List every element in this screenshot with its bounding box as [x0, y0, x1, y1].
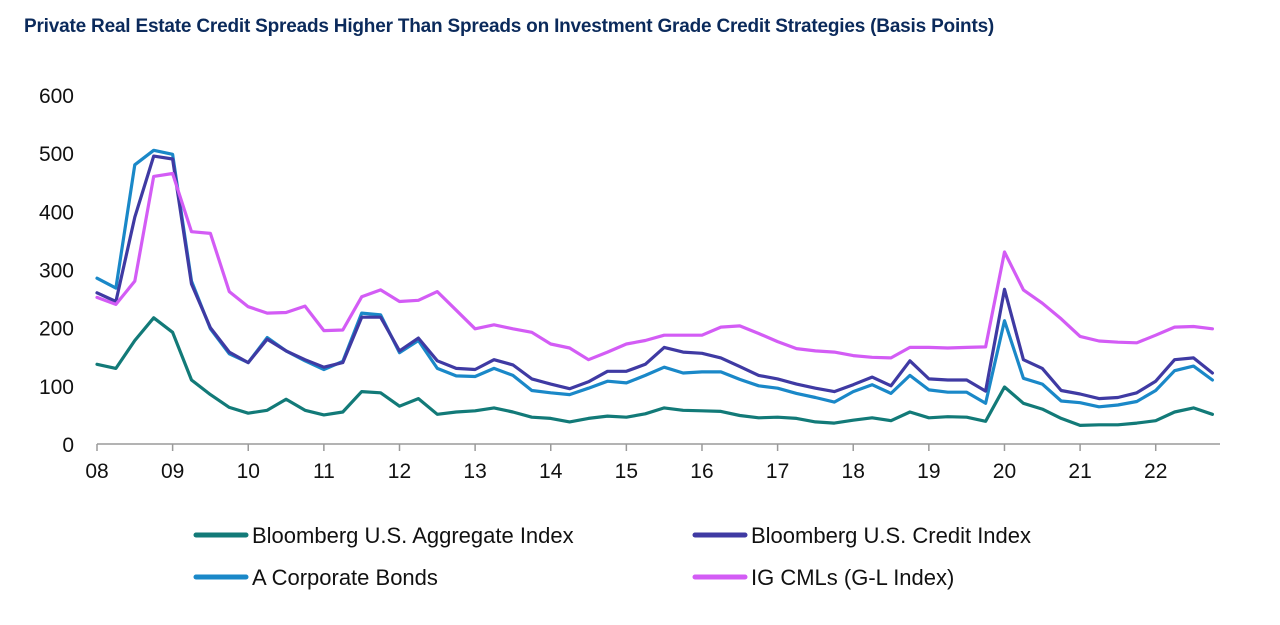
- x-tick-label: 10: [237, 460, 260, 483]
- x-tick-label: 11: [313, 460, 335, 483]
- x-tick-label: 18: [842, 460, 865, 483]
- x-tick-label: 17: [766, 460, 789, 483]
- chart-legend: Bloomberg U.S. Aggregate Index Bloomberg …: [193, 523, 1031, 590]
- x-tick-label: 08: [85, 460, 108, 483]
- legend-label: Bloomberg U.S. Credit Index: [751, 523, 1031, 548]
- series-line-ig-cmls-g-l-index: [95, 171, 1215, 362]
- x-tick-label: 19: [917, 460, 940, 483]
- x-tick-label: 16: [690, 460, 713, 483]
- series-line-bloomberg-u-s-credit-index: [95, 154, 1215, 401]
- x-tick-label: 14: [539, 460, 563, 483]
- x-tick-label: 21: [1068, 460, 1091, 483]
- y-tick-label: 0: [62, 434, 74, 457]
- x-tick-label: 09: [161, 460, 184, 483]
- y-tick-label: 200: [39, 318, 74, 341]
- x-tick-label: 22: [1144, 460, 1167, 483]
- y-tick-label: 500: [39, 143, 74, 166]
- y-tick-label: 400: [39, 201, 74, 224]
- chart-series-group: [95, 148, 1215, 427]
- chart-axes: 0 100 200 300 400 500 600 08 09 10 11 12 13 14 15 16 17 1…: [39, 85, 1220, 483]
- x-tick-label: 15: [615, 460, 638, 483]
- legend-label: A Corporate Bonds: [252, 565, 438, 590]
- x-tick-label: 20: [993, 460, 1016, 483]
- y-tick-label: 300: [39, 260, 74, 283]
- y-tick-label: 600: [39, 85, 74, 108]
- x-tick-label: 12: [388, 460, 411, 483]
- x-tick-label: 13: [463, 460, 486, 483]
- y-tick-label: 100: [39, 376, 74, 399]
- series-line-a-corporate-bonds: [95, 148, 1215, 409]
- series-line-bloomberg-u-s-aggregate-index: [95, 316, 1215, 427]
- legend-label: IG CMLs (G-L Index): [751, 565, 954, 590]
- legend-label: Bloomberg U.S. Aggregate Index: [252, 523, 574, 548]
- chart-title: Private Real Estate Credit Spreads Highe…: [24, 16, 995, 37]
